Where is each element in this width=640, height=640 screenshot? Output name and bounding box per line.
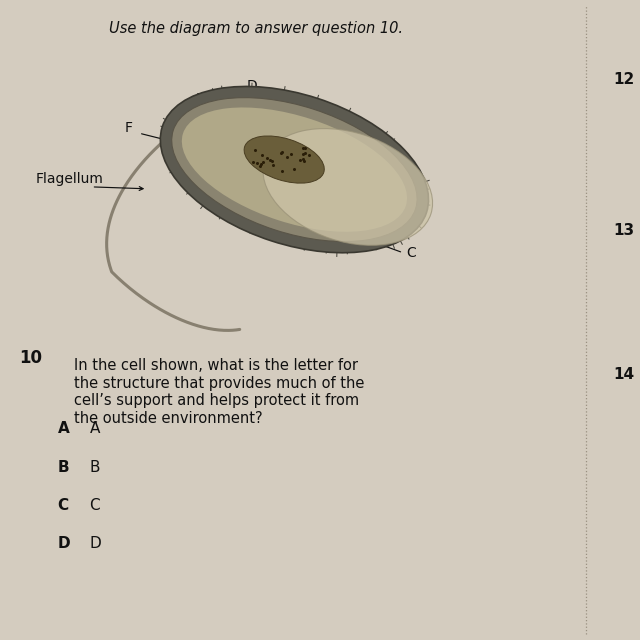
Text: A: A (58, 421, 69, 436)
Text: In the cell shown, what is the letter for
the structure that provides much of th: In the cell shown, what is the letter fo… (74, 358, 364, 426)
Text: C: C (90, 498, 100, 513)
Text: E: E (195, 92, 204, 106)
Ellipse shape (263, 129, 433, 245)
Text: C: C (58, 498, 68, 513)
Text: A: A (90, 421, 100, 436)
Text: D: D (90, 536, 101, 552)
Text: 13: 13 (613, 223, 635, 238)
Text: Use the diagram to answer question 10.: Use the diagram to answer question 10. (109, 21, 403, 36)
Text: F: F (125, 121, 133, 135)
Text: B: B (58, 460, 69, 475)
Text: Flagellum: Flagellum (35, 172, 103, 186)
Text: 10: 10 (19, 349, 42, 367)
Ellipse shape (244, 136, 324, 183)
Text: 12: 12 (613, 72, 635, 88)
Text: B: B (90, 460, 100, 475)
Text: C: C (406, 246, 416, 260)
Text: D: D (58, 536, 70, 552)
Ellipse shape (172, 98, 417, 241)
Text: A: A (406, 198, 416, 212)
Ellipse shape (160, 86, 429, 253)
Text: D: D (246, 79, 257, 93)
Ellipse shape (182, 108, 407, 232)
Text: B: B (406, 220, 416, 234)
Text: 14: 14 (613, 367, 635, 382)
